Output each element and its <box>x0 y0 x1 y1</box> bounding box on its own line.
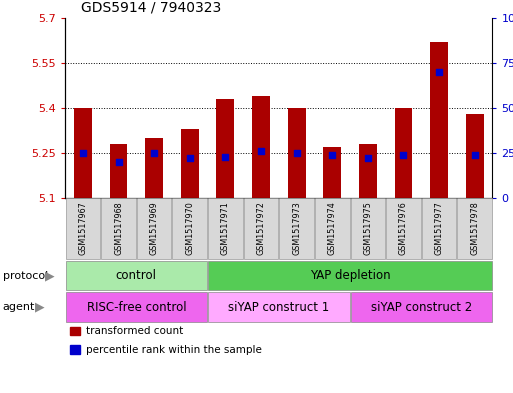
Text: GDS5914 / 7940323: GDS5914 / 7940323 <box>81 0 221 14</box>
Point <box>150 150 159 156</box>
Point <box>186 155 194 162</box>
Bar <box>394 108 412 198</box>
Point <box>221 154 229 160</box>
Point <box>114 159 123 165</box>
Text: GSM1517973: GSM1517973 <box>292 202 301 255</box>
Text: ▶: ▶ <box>35 301 45 314</box>
Text: GSM1517977: GSM1517977 <box>435 202 444 255</box>
Bar <box>74 108 92 198</box>
Point <box>79 150 87 156</box>
Bar <box>359 144 377 198</box>
Bar <box>252 96 270 198</box>
Text: RISC-free control: RISC-free control <box>87 301 186 314</box>
Bar <box>466 114 484 198</box>
Text: YAP depletion: YAP depletion <box>310 269 390 282</box>
Point <box>470 152 479 158</box>
Point <box>435 69 443 75</box>
Text: percentile rank within the sample: percentile rank within the sample <box>86 345 262 355</box>
Text: siYAP construct 2: siYAP construct 2 <box>370 301 472 314</box>
Bar <box>323 147 341 198</box>
Text: GSM1517968: GSM1517968 <box>114 202 123 255</box>
Text: GSM1517969: GSM1517969 <box>150 202 159 255</box>
Text: siYAP construct 1: siYAP construct 1 <box>228 301 329 314</box>
Bar <box>110 144 127 198</box>
Text: control: control <box>116 269 157 282</box>
Point <box>292 150 301 156</box>
Text: GSM1517976: GSM1517976 <box>399 202 408 255</box>
Text: transformed count: transformed count <box>86 326 183 336</box>
Bar <box>288 108 306 198</box>
Text: GSM1517975: GSM1517975 <box>363 202 372 255</box>
Bar <box>145 138 163 198</box>
Text: ▶: ▶ <box>45 269 55 282</box>
Point <box>257 148 265 154</box>
Bar <box>430 42 448 198</box>
Text: GSM1517971: GSM1517971 <box>221 202 230 255</box>
Text: protocol: protocol <box>3 271 48 281</box>
Point <box>328 152 337 158</box>
Text: GSM1517978: GSM1517978 <box>470 202 479 255</box>
Bar <box>216 99 234 198</box>
Text: GSM1517974: GSM1517974 <box>328 202 337 255</box>
Text: GSM1517972: GSM1517972 <box>256 202 266 255</box>
Text: GSM1517970: GSM1517970 <box>185 202 194 255</box>
Point <box>364 155 372 162</box>
Text: agent: agent <box>3 302 35 312</box>
Point <box>399 152 407 158</box>
Bar <box>181 129 199 198</box>
Text: GSM1517967: GSM1517967 <box>78 202 87 255</box>
